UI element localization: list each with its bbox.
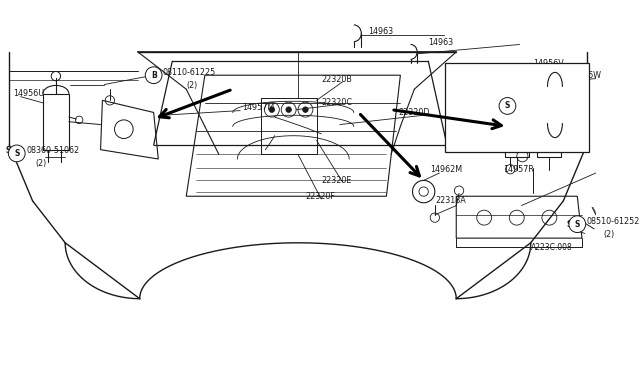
Text: 08360-51062: 08360-51062 bbox=[26, 146, 79, 155]
Circle shape bbox=[286, 107, 291, 112]
Circle shape bbox=[499, 97, 516, 114]
Text: 08110-61225: 08110-61225 bbox=[163, 68, 216, 77]
Text: 22318A: 22318A bbox=[436, 196, 467, 205]
Text: 14963: 14963 bbox=[368, 27, 393, 36]
Text: (2): (2) bbox=[35, 159, 47, 168]
Text: -14956W: -14956W bbox=[565, 71, 601, 80]
Text: S: S bbox=[6, 146, 11, 155]
Text: 14956U: 14956U bbox=[13, 89, 44, 98]
Text: S: S bbox=[505, 102, 510, 110]
Text: 14957M: 14957M bbox=[242, 103, 275, 112]
Circle shape bbox=[269, 107, 275, 112]
Text: A223C.008: A223C.008 bbox=[531, 243, 573, 252]
Text: (2): (2) bbox=[186, 81, 198, 90]
Text: S: S bbox=[566, 220, 572, 229]
Text: 14962P: 14962P bbox=[532, 141, 563, 150]
Circle shape bbox=[303, 107, 308, 112]
Text: 22320C: 22320C bbox=[321, 98, 352, 107]
Text: 14958P: 14958P bbox=[465, 141, 495, 150]
Text: 22320B: 22320B bbox=[321, 76, 352, 84]
Text: 08510-61252: 08510-61252 bbox=[587, 217, 640, 226]
Text: S: S bbox=[575, 220, 580, 229]
Text: (6): (6) bbox=[532, 113, 544, 122]
Text: 22320F: 22320F bbox=[305, 192, 335, 201]
Text: 22320D: 22320D bbox=[399, 108, 430, 117]
Text: S: S bbox=[497, 102, 502, 110]
Text: 14962M: 14962M bbox=[430, 165, 462, 174]
Text: 08360-51014: 08360-51014 bbox=[516, 100, 570, 109]
Text: 14963: 14963 bbox=[428, 38, 454, 47]
Circle shape bbox=[8, 145, 25, 162]
Circle shape bbox=[569, 216, 586, 232]
Bar bbox=[445, 63, 589, 151]
Text: 14957R: 14957R bbox=[503, 165, 534, 174]
Text: 14956V: 14956V bbox=[534, 59, 564, 68]
Text: B: B bbox=[151, 71, 157, 80]
Text: S: S bbox=[14, 149, 19, 158]
Text: 22320E: 22320E bbox=[321, 176, 351, 185]
Text: (2): (2) bbox=[604, 230, 614, 239]
Circle shape bbox=[145, 67, 162, 84]
